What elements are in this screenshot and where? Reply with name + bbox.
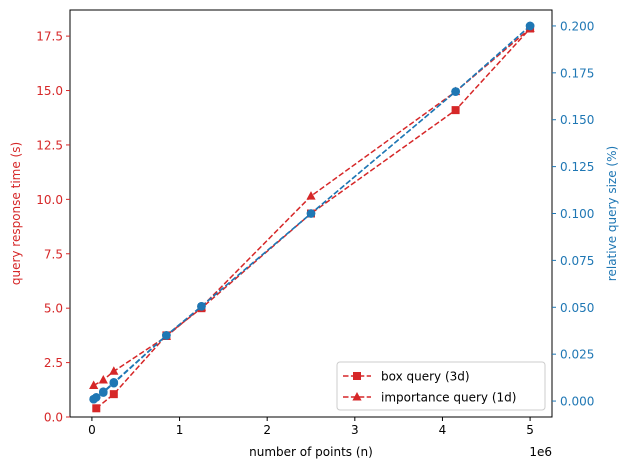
series-0 [92, 24, 535, 413]
series-0-point [109, 390, 118, 399]
y-right-tick-label: 0.125 [560, 160, 594, 174]
x-tick-label: 3 [351, 423, 359, 437]
series-3-point [99, 387, 108, 396]
y-left-tick-label: 17.5 [36, 30, 63, 44]
series-3-point [89, 394, 98, 404]
y-right-axis-label: relative query size (%) [605, 146, 619, 281]
y-right-tick-label: 0.150 [560, 113, 594, 127]
legend-label: importance query (1d) [381, 391, 516, 405]
series-1-point [98, 375, 108, 384]
x-axis-label: number of points (n) [249, 445, 373, 459]
legend: box query (3d) importance query (1d) [336, 361, 546, 411]
y-left-tick-label: 12.5 [36, 138, 63, 152]
y-right-tick-label: 0.025 [560, 348, 594, 362]
y-left-tick-label: 2.5 [44, 356, 63, 370]
y-left-tick-label: 10.0 [36, 193, 63, 207]
y-right-tick-label: 0.050 [560, 301, 594, 315]
y-left-axis-ticks: 0.0 2.5 5.0 7.5 10.0 12.5 15.0 17.5 [36, 30, 70, 425]
legend-swatch-marker [352, 392, 362, 401]
x-tick-label: 5 [526, 423, 534, 437]
x-tick-label: 0 [88, 423, 96, 437]
y-left-tick-label: 5.0 [44, 302, 63, 316]
series-3-point [109, 378, 119, 387]
y-right-tick-label: 0.000 [560, 395, 594, 409]
series-layer [89, 21, 535, 413]
y-left-tick-label: 0.0 [44, 411, 63, 425]
series-1 [89, 23, 535, 389]
legend-box [336, 361, 546, 411]
series-1-point [306, 191, 316, 200]
y-left-axis-label: query response time (s) [9, 142, 23, 285]
series-3-point [306, 209, 316, 218]
series-0-line [95, 27, 531, 409]
y-right-tick-label: 0.075 [560, 254, 594, 268]
x-tick-label: 4 [439, 423, 447, 437]
legend-entry-0: box query (3d) [343, 370, 470, 384]
x-tick-label: 1 [176, 423, 184, 437]
legend-label: box query (3d) [381, 370, 470, 384]
legend-swatch-marker [353, 372, 361, 380]
legend-entry-1: importance query (1d) [343, 391, 516, 405]
series-3-line [93, 25, 531, 400]
y-left-tick-label: 7.5 [44, 247, 63, 261]
y-right-tick-label: 0.200 [560, 19, 594, 33]
y-right-tick-label: 0.100 [560, 207, 594, 221]
series-3-point [525, 21, 535, 31]
series-0-point [92, 404, 101, 413]
series-1-line [93, 27, 531, 387]
series-3-point [197, 302, 206, 311]
x-axis-multiplier: 1e6 [529, 445, 552, 459]
series-0-point [451, 106, 460, 115]
series-1-point [109, 366, 119, 375]
y-left-tick-label: 15.0 [36, 84, 63, 98]
series-3 [89, 21, 535, 404]
series-3-point [162, 331, 171, 340]
series-3-point [451, 87, 460, 96]
x-axis-ticks: 0 1 2 3 4 5 [88, 417, 534, 437]
y-right-tick-label: 0.175 [560, 66, 594, 80]
legend-entries: box query (3d) importance query (1d) [343, 370, 516, 405]
x-tick-label: 2 [263, 423, 271, 437]
y-right-axis-ticks: 0.000 0.025 0.050 0.075 0.100 0.125 0.150 0.175… [552, 19, 594, 409]
series-1-point [89, 380, 99, 389]
